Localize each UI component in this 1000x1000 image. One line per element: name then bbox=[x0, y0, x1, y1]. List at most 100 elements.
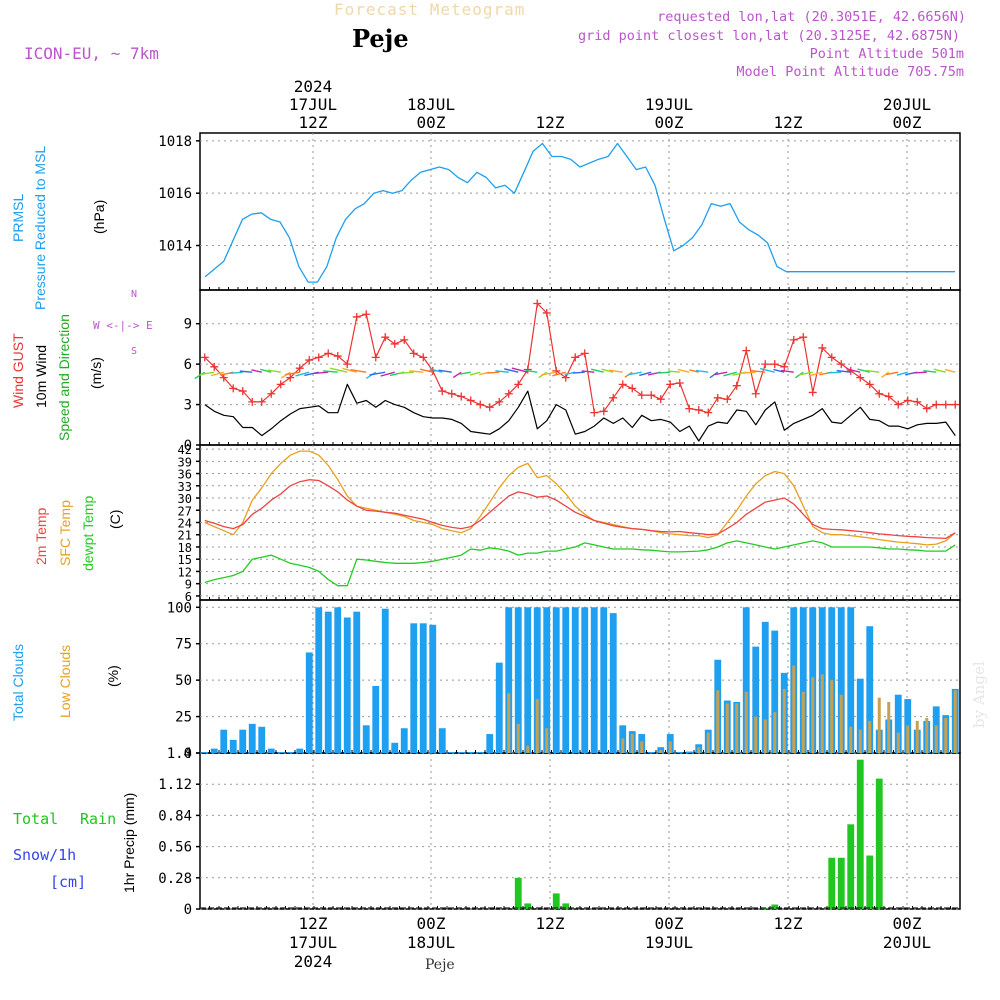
total-cloud-bar-69 bbox=[856, 678, 864, 753]
wind-unit: (m/s) bbox=[88, 357, 104, 389]
gust-marker-62 bbox=[789, 335, 798, 344]
gust-marker-78 bbox=[941, 400, 950, 409]
total-cloud-bar-4 bbox=[239, 729, 247, 753]
ytick-label-clouds-0: 0 bbox=[184, 746, 192, 762]
total-clouds-label: Total Clouds bbox=[10, 643, 26, 721]
gust-marker-3 bbox=[229, 384, 238, 393]
ytick-label-temperature-0: 6 bbox=[185, 590, 192, 604]
gust-marker-19 bbox=[381, 333, 390, 342]
ytick-label-clouds-4: 100 bbox=[167, 600, 192, 616]
wind-arrow-8 bbox=[267, 369, 281, 373]
gust-marker-52 bbox=[694, 405, 703, 414]
watermark: by Angel bbox=[970, 661, 988, 728]
total-cloud-bar-24 bbox=[429, 624, 437, 753]
total-cloud-bar-36 bbox=[543, 607, 551, 753]
gust-marker-48 bbox=[656, 395, 665, 404]
low-cloud-bar-71 bbox=[877, 697, 881, 753]
wind-arrow-28 bbox=[459, 371, 471, 375]
gust-marker-58 bbox=[751, 389, 760, 398]
bottom-date-5: 20JUL bbox=[883, 933, 931, 952]
pressure-line bbox=[204, 142, 955, 283]
total-cloud-bar-12 bbox=[315, 607, 323, 753]
gust-marker-42 bbox=[599, 407, 608, 416]
gust-marker-6 bbox=[257, 397, 266, 406]
gust-marker-77 bbox=[932, 400, 941, 409]
wind-arrow-16 bbox=[342, 367, 357, 373]
wind-arrow-64 bbox=[799, 371, 813, 376]
gust-marker-71 bbox=[875, 389, 884, 398]
ytick-label-temperature-7: 27 bbox=[178, 504, 192, 518]
top-year-0: 2024 bbox=[294, 77, 333, 96]
gust-marker-9 bbox=[286, 373, 295, 382]
gust-marker-0 bbox=[200, 353, 209, 362]
gust-line bbox=[204, 302, 956, 414]
gust-label: Wind GUST bbox=[10, 333, 26, 408]
low-cloud-bar-59 bbox=[763, 719, 767, 753]
low-cloud-bar-52 bbox=[697, 747, 701, 753]
gust-marker-36 bbox=[542, 308, 551, 317]
gust-marker-55 bbox=[723, 395, 732, 404]
top-date-3: 19JUL bbox=[645, 95, 693, 114]
gust-marker-22 bbox=[409, 349, 418, 358]
gust-marker-7 bbox=[267, 389, 276, 398]
low-cloud-bar-56 bbox=[735, 703, 739, 753]
pressure-label-2: Pressure Reduced to MSL bbox=[32, 145, 48, 310]
rain-bar-66 bbox=[828, 857, 836, 909]
low-cloud-bar-45 bbox=[630, 734, 634, 753]
ytick-label-pressure-0: 1014 bbox=[158, 239, 192, 255]
total-cloud-bar-51 bbox=[685, 751, 693, 753]
low-cloud-bar-70 bbox=[868, 720, 872, 753]
low-cloud-bar-77 bbox=[934, 725, 938, 753]
gust-marker-34 bbox=[523, 365, 532, 374]
wind-arrow-1 bbox=[199, 371, 215, 376]
low-cloud-bar-44 bbox=[621, 738, 625, 753]
gust-marker-15 bbox=[343, 360, 352, 369]
low-cloud-bar-32 bbox=[507, 693, 511, 753]
rain-bar-70 bbox=[866, 855, 874, 909]
gust-marker-66 bbox=[827, 353, 836, 362]
total-cloud-bar-25 bbox=[438, 728, 446, 753]
wind-arrow-32 bbox=[495, 370, 509, 373]
rain-bar-69 bbox=[856, 759, 864, 909]
wind-arrow-55 bbox=[714, 371, 728, 376]
wind-arrow-72 bbox=[881, 371, 890, 379]
gust-marker-59 bbox=[761, 360, 770, 369]
wind-arrow-46 bbox=[628, 371, 642, 376]
low-cloud-bar-48 bbox=[659, 750, 663, 753]
total-cloud-bar-58 bbox=[752, 646, 760, 753]
wind-arrow-58 bbox=[742, 371, 756, 374]
top-date-1: 18JUL bbox=[407, 95, 455, 114]
top-hour-5: 00Z bbox=[893, 113, 922, 132]
wind-arrow-23 bbox=[409, 370, 424, 373]
top-hour-0: 12Z bbox=[299, 113, 328, 132]
low-cloud-bar-76 bbox=[925, 718, 929, 753]
low-clouds-label: Low Clouds bbox=[57, 644, 73, 718]
total-cloud-bar-23 bbox=[419, 623, 427, 753]
gust-marker-37 bbox=[552, 366, 561, 375]
wind-arrow-70 bbox=[857, 368, 870, 373]
low-cloud-bar-69 bbox=[858, 729, 862, 753]
wind-label: 10m Wind bbox=[33, 344, 49, 408]
top-date-5: 20JUL bbox=[883, 95, 931, 114]
wind-arrow-27 bbox=[452, 371, 462, 379]
wind-arrow-56 bbox=[723, 371, 737, 377]
compass-we: W <-|-> E bbox=[93, 319, 153, 332]
wind-arrow-69 bbox=[846, 368, 861, 373]
wind-arrow-22 bbox=[399, 371, 414, 375]
low-cloud-bar-79 bbox=[953, 690, 957, 753]
top-hour-1: 00Z bbox=[417, 113, 446, 132]
gust-marker-5 bbox=[248, 397, 257, 406]
low-cloud-bar-55 bbox=[725, 703, 729, 753]
ytick-label-temperature-2: 12 bbox=[178, 565, 192, 579]
total-cloud-bar-59 bbox=[761, 621, 769, 753]
wind-arrow-0 bbox=[194, 371, 206, 380]
wind-arrow-35 bbox=[525, 369, 538, 373]
gust-marker-73 bbox=[894, 400, 903, 409]
wind-arrow-19 bbox=[369, 371, 386, 376]
meteogram-title: Forecast Meteogram bbox=[334, 0, 526, 19]
requested-coords: requested lon,lat (20.3051E, 42.6656N) bbox=[657, 9, 966, 25]
wind-arrow-51 bbox=[677, 368, 690, 373]
low-cloud-bar-73 bbox=[896, 732, 900, 753]
top-hour-4: 12Z bbox=[774, 113, 803, 132]
